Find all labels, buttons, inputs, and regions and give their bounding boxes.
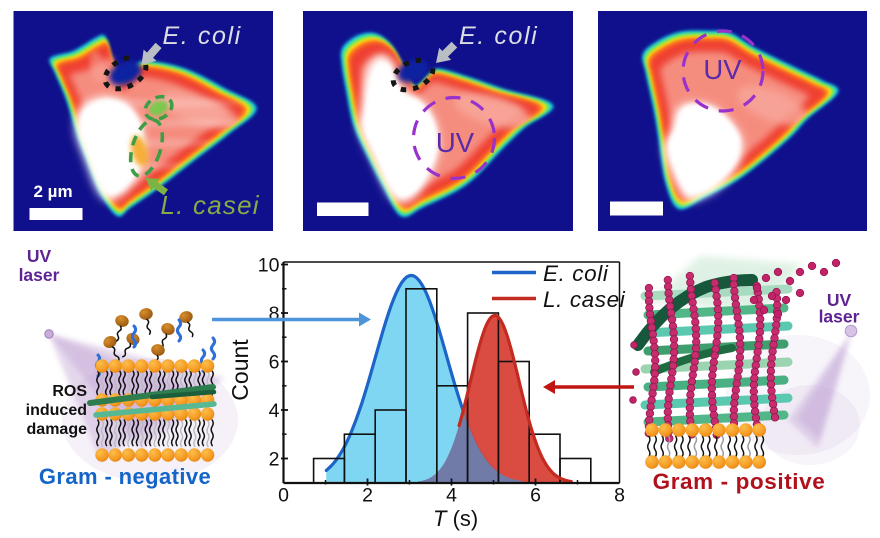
svg-text:2: 2 (269, 449, 280, 471)
svg-text:6: 6 (530, 485, 541, 507)
svg-text:Gram - negative: Gram - negative (39, 464, 211, 489)
svg-text:2 µm: 2 µm (34, 182, 73, 201)
svg-text:0: 0 (278, 485, 289, 507)
svg-text:E. coli: E. coli (459, 22, 538, 50)
svg-text:10: 10 (258, 255, 280, 277)
svg-text:UV: UV (27, 246, 52, 266)
svg-text:L. casei: L. casei (543, 287, 626, 312)
svg-text:UV: UV (703, 54, 742, 85)
svg-text:induced: induced (26, 402, 87, 419)
svg-text:UV: UV (436, 127, 475, 158)
svg-text:E. coli: E. coli (543, 261, 609, 286)
svg-text:ROS: ROS (52, 383, 87, 400)
svg-text:T (s): T (s) (433, 506, 478, 531)
svg-text:laser: laser (19, 265, 60, 285)
svg-text:4: 4 (269, 400, 280, 422)
svg-text:8: 8 (614, 485, 625, 507)
svg-text:4: 4 (446, 485, 457, 507)
svg-text:E. coli: E. coli (163, 22, 242, 50)
svg-text:8: 8 (269, 303, 280, 325)
svg-text:UV: UV (827, 290, 852, 310)
svg-text:laser: laser (819, 307, 860, 327)
svg-text:Gram - positive: Gram - positive (653, 469, 826, 494)
svg-text:2: 2 (362, 485, 373, 507)
svg-text:Count: Count (227, 339, 253, 401)
svg-text:damage: damage (27, 421, 88, 438)
svg-text:L. casei: L. casei (161, 190, 260, 220)
svg-text:6: 6 (269, 352, 280, 374)
